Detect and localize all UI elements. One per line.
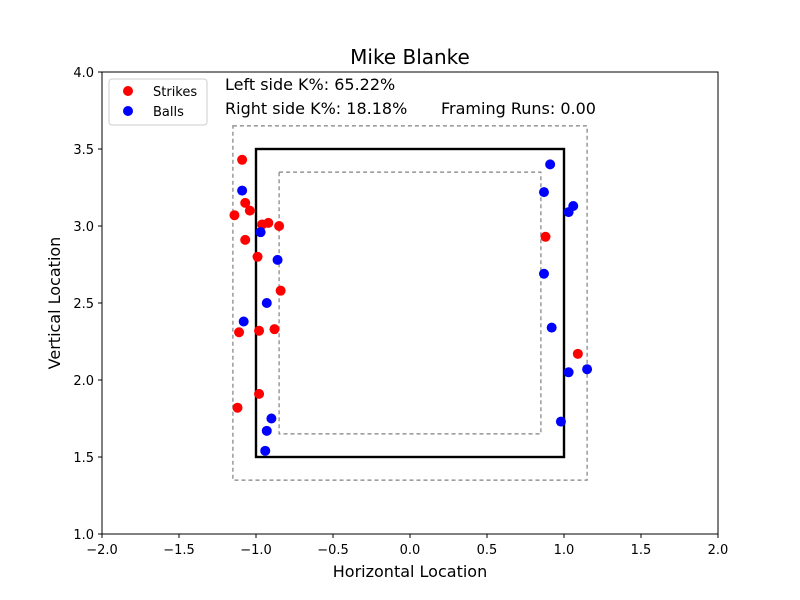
strikes-point-0 xyxy=(237,154,248,165)
outer-zone-box xyxy=(232,125,588,481)
strikes-point-1 xyxy=(240,197,251,208)
annotation-right-k: Right side K%: 18.18% xyxy=(225,99,407,118)
x-tick-label-3: −0.5 xyxy=(317,543,349,558)
strikes-point-12 xyxy=(269,324,280,335)
balls-point-0 xyxy=(237,185,248,196)
y-tick-label-3: 2.5 xyxy=(73,297,94,312)
y-tick-label-1: 1.5 xyxy=(73,451,94,466)
balls-point-6 xyxy=(261,425,272,436)
chart-title: Mike Blanke xyxy=(350,45,470,69)
balls-point-15 xyxy=(563,367,574,378)
plot-area-frame xyxy=(101,71,719,535)
y-tick-label-4: 3.0 xyxy=(73,220,94,235)
balls-point-14 xyxy=(582,364,593,375)
annotation-left-k: Left side K%: 65.22% xyxy=(225,75,395,94)
x-tick-label-1: −1.5 xyxy=(163,543,195,558)
strike-zone-box xyxy=(254,147,566,459)
x-tick-label-5: 0.5 xyxy=(477,543,498,558)
balls-point-16 xyxy=(555,416,566,427)
strikes-point-7 xyxy=(240,234,251,245)
y-axis-label: Vertical Location xyxy=(45,237,64,370)
strikes-point-9 xyxy=(275,285,286,296)
strikes-point-3 xyxy=(229,210,240,221)
balls-point-2 xyxy=(272,254,283,265)
x-tick-label-6: 1.0 xyxy=(554,543,575,558)
legend-box xyxy=(108,78,208,126)
balls-point-11 xyxy=(563,207,574,218)
y-tick-label-5: 3.5 xyxy=(73,143,94,158)
strikes-point-11 xyxy=(254,325,265,336)
legend-balls-marker xyxy=(123,106,133,116)
legend: Strikes Balls xyxy=(108,78,208,126)
balls-point-9 xyxy=(538,187,549,198)
strikes-point-10 xyxy=(234,327,245,338)
x-tick-label-2: −1.0 xyxy=(240,543,272,558)
legend-balls-label: Balls xyxy=(153,105,184,120)
y-tick-label-2: 2.0 xyxy=(73,374,94,389)
y-tick-label-0: 1.0 xyxy=(73,528,94,543)
x-axis-label: Horizontal Location xyxy=(333,562,487,581)
zone-boxes xyxy=(232,125,588,481)
axis-ticks: −2.0 −1.5 −1.0 −0.5 0.0 0.5 1.0 1.5 2.0 1.0 1.5 2.0… xyxy=(73,66,728,558)
balls-point-7 xyxy=(260,445,271,456)
x-tick-label-8: 2.0 xyxy=(708,543,729,558)
x-tick-label-0: −2.0 xyxy=(86,543,118,558)
inner-zone-box xyxy=(278,171,542,435)
strikes-point-5 xyxy=(263,217,274,228)
y-tick-label-6: 4.0 xyxy=(73,66,94,81)
balls-point-5 xyxy=(266,413,277,424)
x-tick-label-7: 1.5 xyxy=(631,543,652,558)
annotation-framing: Framing Runs: 0.00 xyxy=(441,99,596,118)
strikes-point-13 xyxy=(254,388,265,399)
strikes-point-16 xyxy=(572,348,583,359)
strikes-point-8 xyxy=(252,251,263,262)
balls-point-13 xyxy=(546,322,557,333)
balls-point-1 xyxy=(255,227,266,238)
strikes-point-6 xyxy=(274,221,285,231)
x-tick-label-4: 0.0 xyxy=(400,543,421,558)
balls-point-12 xyxy=(538,268,549,279)
strikes-point-2 xyxy=(244,205,255,216)
strikes-point-15 xyxy=(540,231,551,242)
legend-strikes-label: Strikes xyxy=(153,85,197,100)
balls-point-8 xyxy=(545,159,556,170)
legend-strikes-marker xyxy=(123,86,133,96)
balls-point-4 xyxy=(238,316,249,327)
strikes-point-14 xyxy=(232,402,243,413)
data-points xyxy=(229,154,593,456)
balls-point-3 xyxy=(261,298,272,308)
